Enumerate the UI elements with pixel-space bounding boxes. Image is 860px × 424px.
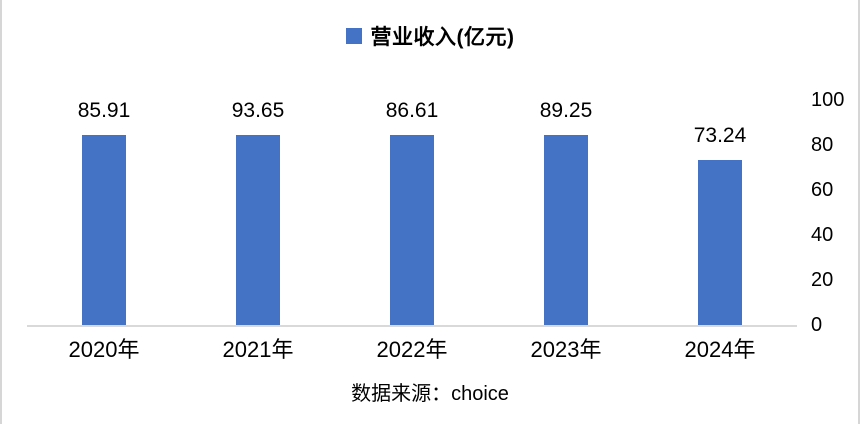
bar-cell: 93.65 (181, 100, 335, 325)
source-note: 数据来源：choice (351, 383, 509, 405)
bar (236, 135, 280, 325)
legend-label: 营业收入(亿元) (370, 26, 515, 49)
y-axis-tick-label: 80 (811, 134, 834, 156)
y-axis: 0 20 40 60 80 100 (811, 0, 858, 424)
y-axis-tick-label: 40 (811, 224, 834, 246)
bar-cell: 73.24 (643, 100, 797, 325)
legend-swatch-icon (345, 28, 362, 44)
bar-value-label: 85.91 (77, 99, 131, 122)
bar-cell: 85.91 (27, 100, 181, 325)
bar-cell: 89.25 (489, 100, 643, 325)
x-axis-labels: 2020年 2021年 2022年 2023年 2024年 (27, 337, 797, 363)
x-axis-label: 2020年 (68, 337, 140, 362)
bar (544, 135, 588, 325)
x-axis-label: 2023年 (530, 337, 602, 362)
bar (698, 160, 742, 325)
x-axis-label: 2021年 (222, 337, 294, 362)
y-axis-tick-label: 100 (811, 89, 845, 111)
y-axis-tick-label: 60 (811, 179, 834, 201)
x-axis-label: 2024年 (684, 337, 756, 362)
y-axis-tick-label: 0 (811, 314, 823, 336)
bar-value-label: 93.65 (231, 99, 285, 122)
legend: 营业收入(亿元) (2, 22, 858, 50)
bar-value-label: 86.61 (385, 99, 439, 122)
bar (390, 135, 434, 325)
bar-cell: 86.61 (335, 100, 489, 325)
y-axis-tick-label: 20 (811, 269, 834, 291)
plot-area: 85.91 93.65 86.61 89.25 73.24 (27, 100, 797, 327)
bar-value-label: 73.24 (693, 124, 747, 148)
bar (82, 135, 126, 325)
bar-value-label: 89.25 (539, 99, 593, 122)
x-axis-label: 2022年 (376, 337, 448, 362)
